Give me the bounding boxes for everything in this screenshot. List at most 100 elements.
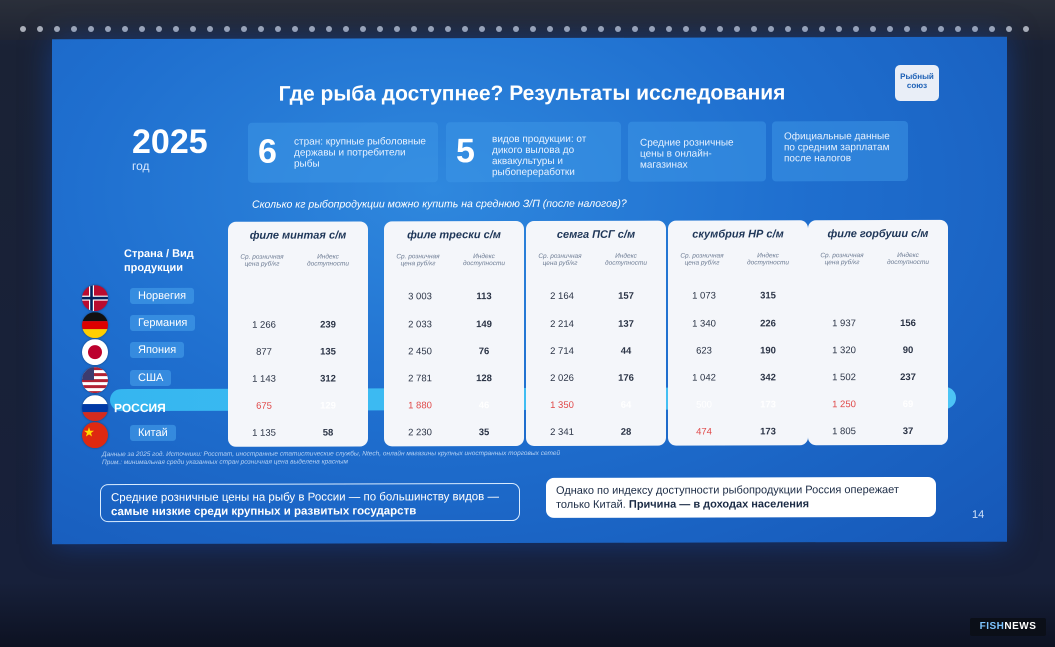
product-name: филе горбуши с/м [827,227,929,241]
price-cell: 1 266 [252,319,276,331]
conclusion-affordability-bold: Причина — в доходах населения [628,498,810,511]
ceiling-light [819,26,825,32]
price-cell: 3 003 [408,291,432,303]
price-cell: 1 340 [692,318,716,330]
ceiling-light [1006,26,1012,32]
index-cell: 128 [476,373,492,385]
ceiling-light [972,26,978,32]
index-cell: 176 [618,372,634,384]
price-cell: 2 214 [550,318,574,330]
index-cell: 46 [478,400,490,412]
stat-prices: Средние розничные цены в онлайн-магазина… [628,121,766,182]
country-row: США [82,367,202,394]
index-cell: 37 [902,425,914,438]
price-cell: 500 [696,399,712,411]
ceiling-light [1023,26,1029,32]
price-cell: 2 033 [408,319,432,331]
column-label-price: Ср. розничная цена руб/кг [396,253,440,268]
country-row: Германия [82,312,202,339]
price-cell: 1 502 [832,372,856,384]
price-cell: 675 [256,400,272,412]
index-cell: 58 [322,427,334,439]
norway-flag-icon [82,285,108,312]
index-cell: 113 [476,291,492,303]
product-column: скумбрия НР с/м Ср. розничная цена руб/кг… [668,220,808,446]
ceiling-light [904,26,910,32]
ceiling-light [768,26,774,32]
stat-products: 5 видов продукции: от дикого вылова до а… [446,121,621,183]
ceiling-light [71,26,77,32]
product-name: семга ПСГ с/м [556,228,636,241]
index-cell: 239 [320,319,336,331]
country-name: Норвегия [130,287,195,305]
price-cell: 2 714 [550,345,574,357]
column-label-index: Индекс доступности [746,252,790,267]
footnote-note: Прим.: минимальная среди указанных стран… [102,458,348,467]
index-cell: 312 [320,373,336,385]
page-number: 14 [972,508,985,521]
ceiling-light [275,26,281,32]
price-cell: 2 450 [408,346,432,358]
ceiling-light [666,26,672,32]
ceiling-light [377,26,383,32]
year-label: год [132,158,150,174]
ceiling-light [632,26,638,32]
logo-line-2: союз [906,80,928,91]
index-cell: 237 [900,371,916,384]
ceiling-light [836,26,842,32]
ceiling-light [513,26,519,32]
ceiling-light [462,26,468,32]
index-cell: 137 [618,318,634,330]
price-cell: 2 164 [550,290,574,302]
index-cell: 156 [900,317,916,330]
room-ceiling [0,0,1055,40]
ceiling-light [190,26,196,32]
index-cell: 28 [620,426,632,438]
stat-text: стран: крупные рыболовные державы и потр… [294,136,426,170]
column-label-price: Ср. розничная цена руб/кг [240,253,284,268]
ceiling-light [241,26,247,32]
index-cell: 44 [620,345,632,357]
ceiling-light [938,26,944,32]
column-label-price: Ср. розничная цена руб/кг [538,252,582,267]
price-cell: 2 781 [408,373,432,385]
ceiling-light [394,26,400,32]
ceiling-light [598,26,604,32]
slide-title: Где рыба доступнее? Результаты исследова… [278,81,786,106]
product-column: филе горбуши с/м Ср. розничная цена руб/к… [808,219,948,446]
ceiling-light [224,26,230,32]
index-cell: 173 [760,426,776,438]
germany-flag-icon [82,312,108,339]
ceiling-light [343,26,349,32]
index-cell: 76 [478,346,490,358]
ceiling-light [853,26,859,32]
price-cell: 2 026 [550,372,574,384]
ceiling-light [734,26,740,32]
ceiling-light [360,26,366,32]
usa-flag-icon [82,367,108,394]
ceiling-light [989,26,995,32]
price-cell: 2 341 [550,426,574,438]
country-name: Германия [130,314,196,332]
ceiling-light [683,26,689,32]
column-label-index: Индекс доступности [604,252,648,267]
product-name: филе минтая с/м [249,229,347,242]
ceiling-light [530,26,536,32]
price-cell: 877 [256,346,272,358]
ceiling-light [122,26,128,32]
ceiling-light [309,26,315,32]
country-name: РОССИЯ [114,400,166,416]
conclusion-prices-text: Средние розничные цены на рыбу в России … [111,491,499,505]
country-row: Китай [82,422,202,449]
price-cell: 623 [696,345,712,357]
stat-text: видов продукции: от дикого вылова до акв… [492,133,587,179]
ceiling-light [20,26,26,32]
ceiling-light [955,26,961,32]
product-name: скумбрия НР с/м [692,228,784,241]
ceiling-light [292,26,298,32]
conclusion-prices-bold: самые низкие среди крупных и развитых го… [111,505,417,519]
column-label-index: Индекс доступности [886,251,930,267]
index-cell: 190 [760,345,776,357]
price-cell: 2 230 [408,427,432,439]
conclusion-prices: Средние розничные цены на рыбу в России … [100,483,520,523]
